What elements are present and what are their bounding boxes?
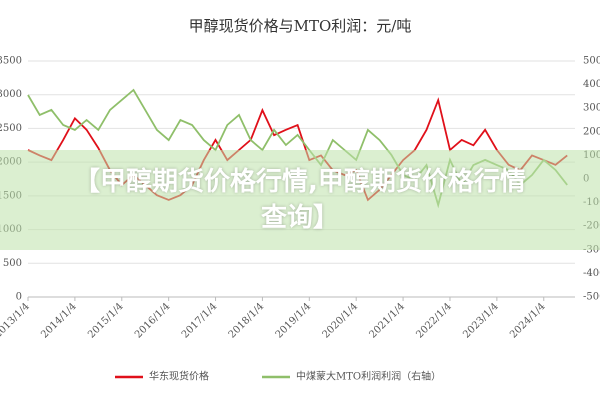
- x-tick-label: 2013/1/4: [0, 301, 32, 341]
- x-tick-label: 2021/1/4: [367, 301, 407, 341]
- y-tick-label: 500: [3, 258, 22, 269]
- y2-tick-label: -4000: [583, 268, 600, 279]
- legend-label: 中煤蒙大MTO利润利润（右轴）: [296, 370, 441, 383]
- overlay-banner: 【甲醇期货价格行情,甲醇期货价格行情查询】: [0, 150, 600, 250]
- y2-tick-label: 3000: [583, 103, 600, 114]
- x-tick-label: 2014/1/4: [39, 301, 79, 341]
- overlay-text: 【甲醇期货价格行情,甲醇期货价格行情查询】: [74, 167, 526, 233]
- x-tick-label: 2022/1/4: [414, 301, 454, 341]
- legend-label: 华东现货价格: [149, 370, 209, 383]
- y-tick-label: 3500: [0, 56, 22, 67]
- y2-tick-label: 4000: [583, 79, 600, 90]
- chart-title: 甲醇现货价格与MTO利润：元/吨: [189, 17, 412, 35]
- x-tick-label: 2019/1/4: [274, 301, 314, 341]
- x-tick-label: 2023/1/4: [461, 301, 501, 341]
- x-tick-label: 2024/1/4: [508, 301, 548, 341]
- x-tick-label: 2017/1/4: [180, 301, 220, 341]
- x-tick-label: 2018/1/4: [227, 301, 267, 341]
- y2-tick-label: 2000: [583, 126, 600, 137]
- y-tick-label: 0: [16, 292, 22, 303]
- y-tick-label: 3000: [0, 89, 22, 100]
- x-tick-label: 2020/1/4: [321, 301, 361, 341]
- x-tick-label: 2016/1/4: [133, 301, 173, 341]
- x-tick-label: 2015/1/4: [86, 301, 126, 341]
- y-tick-label: 2500: [0, 123, 22, 134]
